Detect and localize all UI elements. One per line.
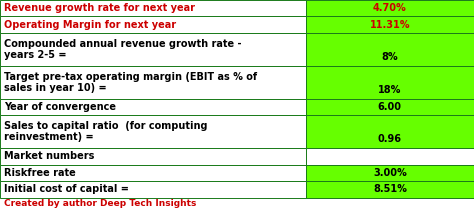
- Text: Sales to capital ratio  (for computing
reinvestment) =: Sales to capital ratio (for computing re…: [4, 121, 207, 142]
- Text: 11.31%: 11.31%: [370, 20, 410, 30]
- Text: 18%: 18%: [378, 85, 401, 94]
- Text: Year of convergence: Year of convergence: [4, 102, 116, 112]
- Text: Initial cost of capital =: Initial cost of capital =: [4, 184, 128, 194]
- Bar: [306, 16, 474, 33]
- Bar: [0, 181, 306, 198]
- Text: 6.00: 6.00: [378, 102, 402, 112]
- Bar: [0, 16, 306, 33]
- Text: Revenue growth rate for next year: Revenue growth rate for next year: [4, 3, 195, 13]
- Bar: [306, 115, 474, 148]
- Text: 3.00%: 3.00%: [373, 168, 407, 178]
- Bar: [306, 148, 474, 165]
- Text: 8%: 8%: [382, 52, 398, 62]
- Bar: [0, 148, 306, 165]
- Bar: [306, 181, 474, 198]
- Bar: [0, 66, 306, 99]
- Bar: [0, 33, 306, 66]
- Bar: [0, 165, 306, 181]
- Text: Created by author Deep Tech Insights: Created by author Deep Tech Insights: [4, 199, 196, 208]
- Text: Compounded annual revenue growth rate -
years 2-5 =: Compounded annual revenue growth rate - …: [4, 39, 241, 60]
- Bar: [306, 99, 474, 115]
- Bar: [306, 66, 474, 99]
- Bar: [0, 115, 306, 148]
- Bar: [306, 165, 474, 181]
- Text: Riskfree rate: Riskfree rate: [4, 168, 75, 178]
- Bar: [0, 0, 306, 16]
- Text: Market numbers: Market numbers: [4, 151, 94, 161]
- Bar: [0, 99, 306, 115]
- Text: Target pre-tax operating margin (EBIT as % of
sales in year 10) =: Target pre-tax operating margin (EBIT as…: [4, 72, 257, 93]
- Text: 4.70%: 4.70%: [373, 3, 407, 13]
- Bar: [306, 33, 474, 66]
- Bar: [306, 0, 474, 16]
- Text: Operating Margin for next year: Operating Margin for next year: [4, 20, 176, 30]
- Text: 0.96: 0.96: [378, 134, 402, 144]
- Text: 8.51%: 8.51%: [373, 184, 407, 194]
